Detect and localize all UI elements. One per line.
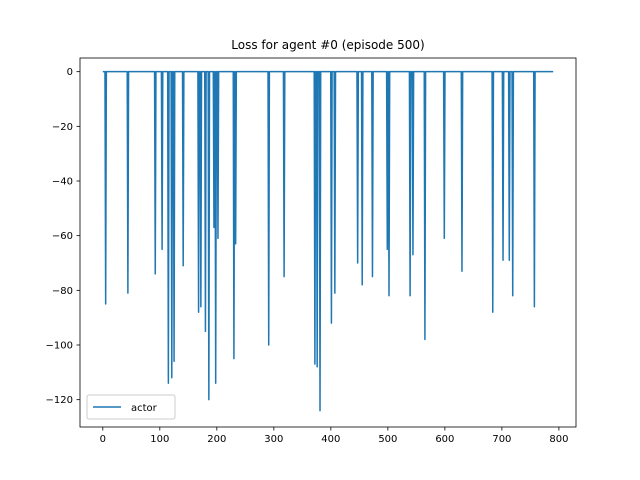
data-point-actor-12: [212, 226, 215, 229]
data-point-actor-23: [333, 291, 336, 294]
data-point-actor-15: [232, 357, 235, 360]
data-point-actor-1: [126, 291, 129, 294]
data-point-actor-0: [104, 302, 107, 305]
x-tick-label: 200: [207, 434, 226, 445]
data-point-actor-13: [214, 382, 217, 385]
series-line-actor: [102, 70, 554, 412]
x-tick-label: 300: [264, 434, 283, 445]
data-point-actor-8: [197, 311, 200, 314]
data-point-actor-16: [234, 242, 237, 245]
data-point-actor-22: [330, 322, 333, 325]
data-point-actor-4: [167, 382, 170, 385]
x-tick-label: 800: [549, 434, 568, 445]
y-tick-label: −120: [46, 395, 73, 406]
data-point-actor-35: [501, 259, 504, 262]
data-point-actor-32: [443, 237, 446, 240]
x-tick-label: 400: [321, 434, 340, 445]
data-point-actor-9: [199, 305, 202, 308]
y-tick-label: −60: [52, 231, 73, 242]
chart-title: Loss for agent #0 (episode 500): [231, 38, 424, 52]
x-tick-label: 500: [378, 434, 397, 445]
data-point-actor-31: [423, 338, 426, 341]
series-layer: [102, 70, 554, 412]
data-point-actor-36: [508, 259, 511, 262]
data-point-actor-14: [216, 237, 219, 240]
y-tick-label: −80: [52, 286, 73, 297]
data-point-actor-34: [491, 311, 494, 314]
legend-box: [86, 394, 176, 420]
data-point-actor-37: [511, 294, 514, 297]
data-point-actor-2: [154, 272, 157, 275]
x-tick-label: 700: [492, 434, 511, 445]
data-point-actor-20: [316, 365, 319, 368]
data-point-actor-27: [386, 248, 389, 251]
x-tick-label: 0: [100, 434, 106, 445]
data-point-actor-6: [172, 360, 175, 363]
data-point-actor-25: [361, 283, 364, 286]
data-point-actor-10: [204, 330, 207, 333]
plot-frame: [79, 57, 577, 428]
legend-label-actor: actor: [131, 403, 158, 414]
x-tick-label: 100: [150, 434, 169, 445]
x-axis-ticks: 0 100 200 300 400 500 600 700 800: [100, 427, 568, 445]
x-tick-label: 600: [435, 434, 454, 445]
data-point-actor-33: [460, 270, 463, 273]
y-tick-label: −100: [46, 341, 73, 352]
y-tick-label: 0: [67, 67, 73, 78]
y-tick-label: −40: [52, 177, 73, 188]
data-point-actor-24: [356, 261, 359, 264]
legend: actor: [86, 394, 176, 420]
data-point-actor-5: [170, 376, 173, 379]
data-point-actor-3: [161, 248, 164, 251]
y-tick-label: −20: [52, 122, 73, 133]
data-point-actor-18: [283, 275, 286, 278]
data-point-actor-21: [318, 409, 321, 412]
data-point-actor-38: [533, 305, 536, 308]
data-point-actor-26: [371, 275, 374, 278]
data-point-actor-28: [387, 294, 390, 297]
y-axis-ticks: 0 −20 −40 −60 −80 −100 −120: [46, 67, 80, 406]
data-point-actor-30: [411, 253, 414, 256]
data-point-actor-17: [267, 343, 270, 346]
data-point-actor-19: [313, 363, 316, 366]
data-point-actor-7: [182, 264, 185, 267]
data-point-actor-11: [207, 398, 210, 401]
data-point-actor-29: [409, 294, 412, 297]
